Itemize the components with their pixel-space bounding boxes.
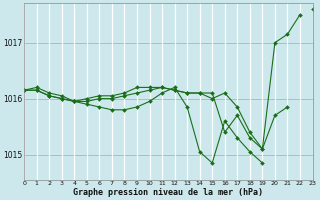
X-axis label: Graphe pression niveau de la mer (hPa): Graphe pression niveau de la mer (hPa) — [73, 188, 263, 197]
